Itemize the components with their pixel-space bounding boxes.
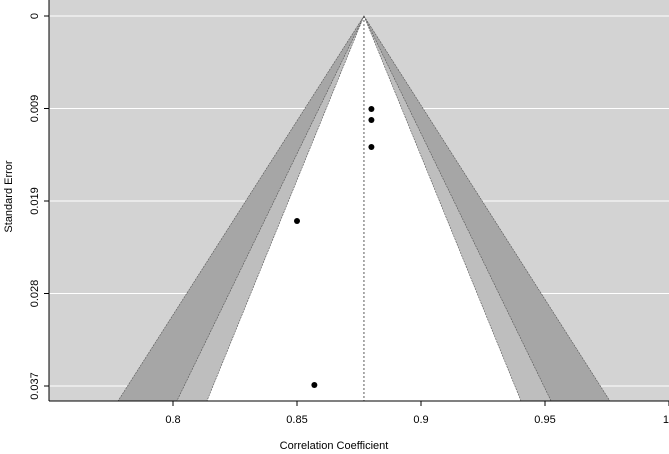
y-axis-title: Standard Error (3, 160, 15, 232)
data-point-3 (294, 218, 300, 224)
data-point-1 (368, 117, 375, 123)
y-tick-label-3: 0.028 (29, 280, 41, 308)
x-tick-label-1: 0.85 (286, 414, 307, 426)
y-axis: 0 0.009 0.019 0.028 0.037 (29, 0, 50, 401)
y-tick-label-2: 0.019 (29, 187, 41, 215)
data-point-4 (311, 382, 318, 388)
data-point-2 (368, 144, 375, 150)
x-axis: 0.8 0.85 0.9 0.95 1 (49, 400, 669, 426)
x-tick-label-4: 1 (663, 414, 669, 426)
data-point-0 (368, 106, 375, 112)
y-tick-label-4: 0.037 (29, 372, 41, 400)
y-tick-label-0: 0 (29, 13, 41, 19)
x-axis-title: Correlation Coefficient (280, 440, 389, 452)
x-tick-label-0: 0.8 (165, 414, 180, 426)
x-tick-label-3: 0.95 (534, 414, 555, 426)
x-tick-label-2: 0.9 (413, 414, 428, 426)
y-tick-label-1: 0.009 (29, 95, 41, 123)
data-points (294, 106, 375, 388)
